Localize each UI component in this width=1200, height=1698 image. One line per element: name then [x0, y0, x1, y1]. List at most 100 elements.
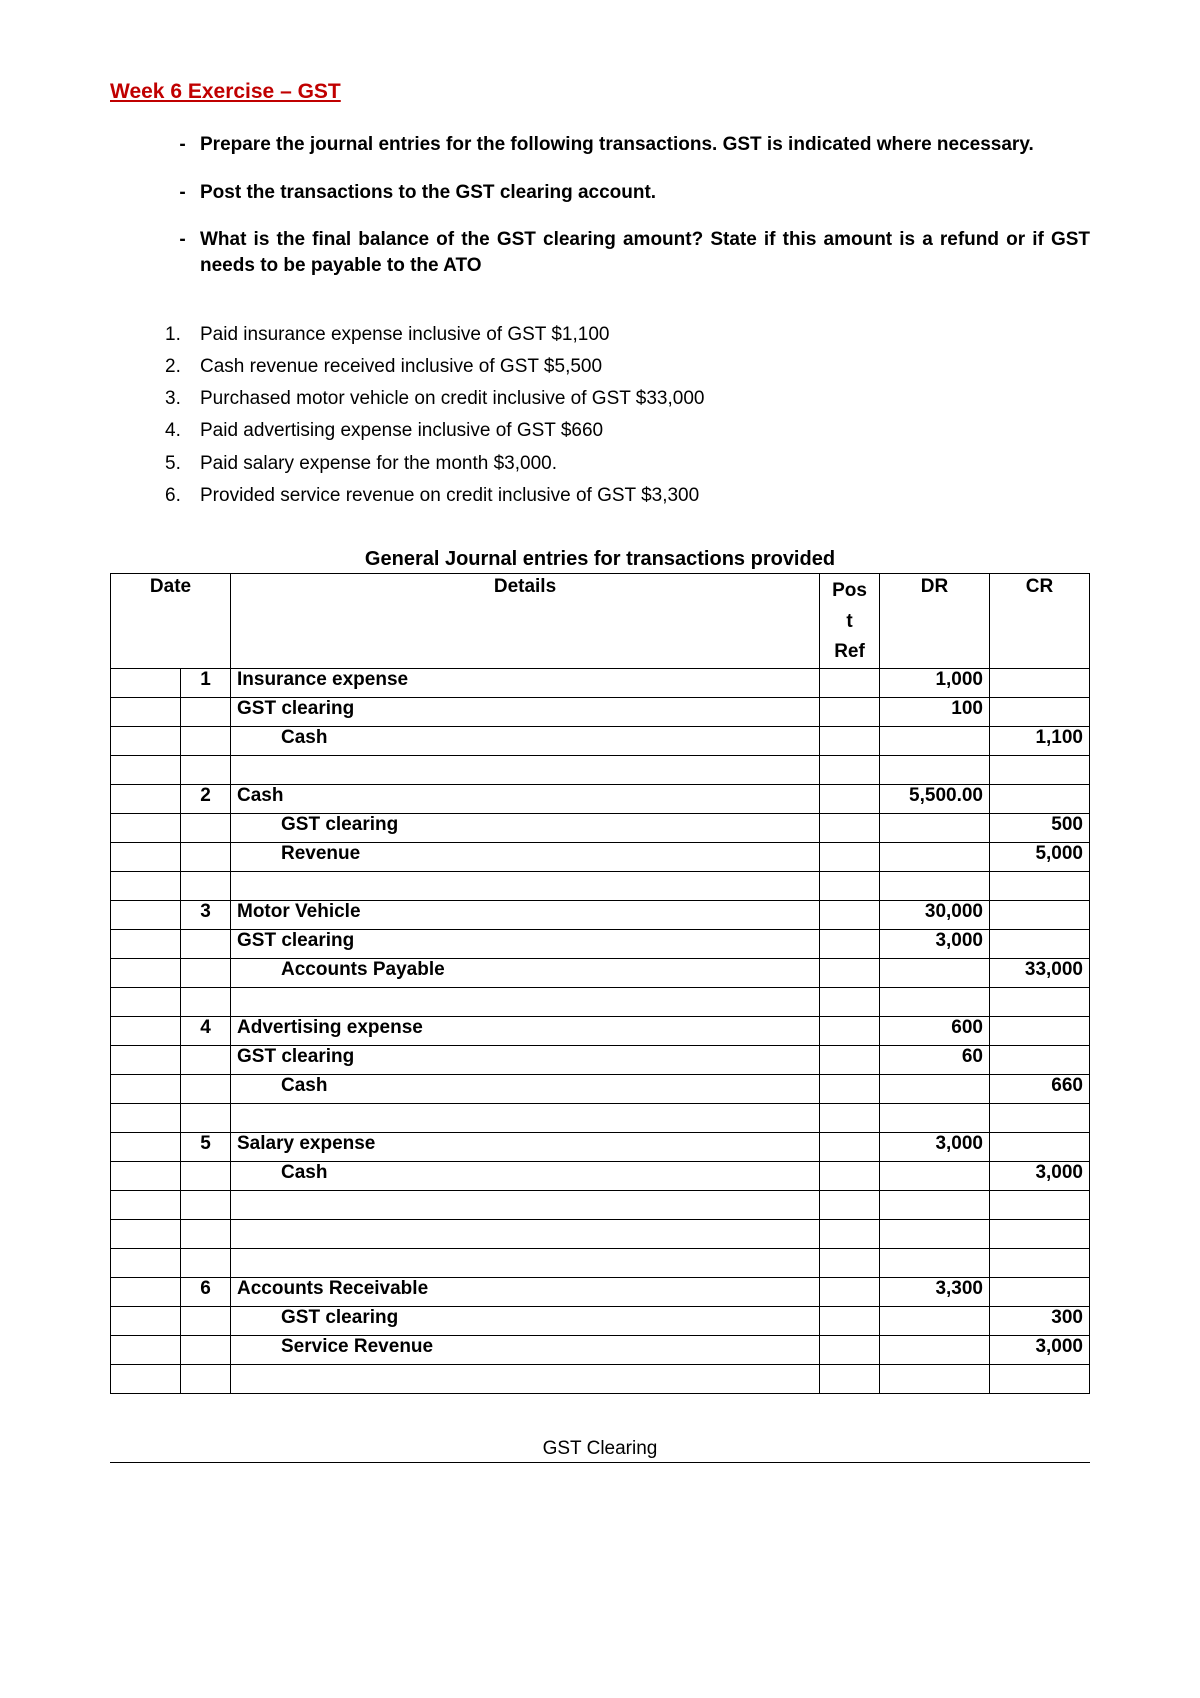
- cell-entry-number: [181, 842, 231, 871]
- cell-post-ref: [820, 697, 880, 726]
- cell-dr: [880, 1074, 990, 1103]
- cell-details: [231, 755, 820, 784]
- table-row: GST clearing500: [111, 813, 1090, 842]
- cell-date-blank: [111, 1219, 181, 1248]
- table-row: GST clearing100: [111, 697, 1090, 726]
- cell-cr: 660: [990, 1074, 1090, 1103]
- cell-details: [231, 1219, 820, 1248]
- cell-dr: [880, 1306, 990, 1335]
- cell-date-blank: [111, 813, 181, 842]
- cell-dr: 3,000: [880, 1132, 990, 1161]
- table-header-row: Date Details PostRef DR CR: [111, 574, 1090, 668]
- table-row: GST clearing300: [111, 1306, 1090, 1335]
- cell-dr: 600: [880, 1016, 990, 1045]
- cell-cr: [990, 987, 1090, 1016]
- cell-details: GST clearing: [231, 1045, 820, 1074]
- cell-date-blank: [111, 1364, 181, 1393]
- cell-date-blank: [111, 1277, 181, 1306]
- cell-date-blank: [111, 958, 181, 987]
- cell-entry-number: [181, 813, 231, 842]
- cell-post-ref: [820, 842, 880, 871]
- cell-entry-number: [181, 871, 231, 900]
- cell-dr: [880, 842, 990, 871]
- table-row: 4Advertising expense600: [111, 1016, 1090, 1045]
- cell-cr: 3,000: [990, 1335, 1090, 1364]
- header-date: Date: [111, 574, 231, 668]
- table-row: 6Accounts Receivable 3,300: [111, 1277, 1090, 1306]
- bullet-dash: [165, 180, 200, 206]
- cell-cr: [990, 1103, 1090, 1132]
- cell-dr: [880, 755, 990, 784]
- cell-post-ref: [820, 1248, 880, 1277]
- instruction-item: What is the final balance of the GST cle…: [165, 227, 1090, 278]
- cell-details: GST clearing: [231, 929, 820, 958]
- cell-cr: 5,000: [990, 842, 1090, 871]
- bullet-dash: [165, 132, 200, 158]
- cell-entry-number: 6: [181, 1277, 231, 1306]
- cell-date-blank: [111, 668, 181, 697]
- cell-date-blank: [111, 900, 181, 929]
- cell-entry-number: [181, 726, 231, 755]
- cell-cr: [990, 1190, 1090, 1219]
- cell-dr: [880, 871, 990, 900]
- cell-details: Accounts Payable: [231, 958, 820, 987]
- cell-date-blank: [111, 697, 181, 726]
- cell-post-ref: [820, 1161, 880, 1190]
- cell-date-blank: [111, 842, 181, 871]
- cell-dr: 3,000: [880, 929, 990, 958]
- cell-cr: [990, 784, 1090, 813]
- instruction-text: What is the final balance of the GST cle…: [200, 227, 1090, 278]
- cell-date-blank: [111, 1306, 181, 1335]
- cell-cr: 500: [990, 813, 1090, 842]
- cell-post-ref: [820, 726, 880, 755]
- cell-entry-number: [181, 987, 231, 1016]
- table-row: [111, 871, 1090, 900]
- cell-dr: [880, 1248, 990, 1277]
- item-text: Paid insurance expense inclusive of GST …: [200, 319, 1090, 351]
- cell-cr: [990, 900, 1090, 929]
- cell-dr: [880, 987, 990, 1016]
- cell-post-ref: [820, 784, 880, 813]
- table-row: [111, 1103, 1090, 1132]
- cell-cr: [990, 1248, 1090, 1277]
- cell-details: [231, 1103, 820, 1132]
- cell-date-blank: [111, 1335, 181, 1364]
- cell-dr: 5,500.00: [880, 784, 990, 813]
- cell-cr: [990, 929, 1090, 958]
- numbered-item: 6.Provided service revenue on credit inc…: [165, 480, 1090, 512]
- cell-dr: [880, 958, 990, 987]
- table-row: 5Salary expense3,000: [111, 1132, 1090, 1161]
- numbered-item: 2.Cash revenue received inclusive of GST…: [165, 351, 1090, 383]
- cell-dr: 3,300: [880, 1277, 990, 1306]
- cell-entry-number: [181, 1103, 231, 1132]
- cell-date-blank: [111, 1103, 181, 1132]
- cell-cr: [990, 1219, 1090, 1248]
- cell-details: GST clearing: [231, 697, 820, 726]
- cell-post-ref: [820, 1103, 880, 1132]
- table-row: Cash3,000: [111, 1161, 1090, 1190]
- cell-details: [231, 1190, 820, 1219]
- cell-details: Accounts Receivable: [231, 1277, 820, 1306]
- cell-dr: 30,000: [880, 900, 990, 929]
- cell-dr: [880, 1103, 990, 1132]
- cell-entry-number: [181, 1045, 231, 1074]
- cell-date-blank: [111, 755, 181, 784]
- item-text: Provided service revenue on credit inclu…: [200, 480, 1090, 512]
- cell-date-blank: [111, 726, 181, 755]
- cell-entry-number: 1: [181, 668, 231, 697]
- cell-details: [231, 1364, 820, 1393]
- cell-dr: [880, 813, 990, 842]
- cell-cr: [990, 755, 1090, 784]
- cell-details: Cash: [231, 726, 820, 755]
- numbered-item: 3.Purchased motor vehicle on credit incl…: [165, 383, 1090, 415]
- item-text: Purchased motor vehicle on credit inclus…: [200, 383, 1090, 415]
- cell-date-blank: [111, 1045, 181, 1074]
- cell-cr: 3,000: [990, 1161, 1090, 1190]
- item-number: 4.: [165, 415, 200, 447]
- table-body: 1Insurance expense1,000GST clearing100Ca…: [111, 668, 1090, 1393]
- table-row: 3Motor Vehicle30,000: [111, 900, 1090, 929]
- cell-entry-number: [181, 1161, 231, 1190]
- page-title: Week 6 Exercise – GST: [110, 80, 1090, 104]
- cell-date-blank: [111, 987, 181, 1016]
- cell-entry-number: [181, 1364, 231, 1393]
